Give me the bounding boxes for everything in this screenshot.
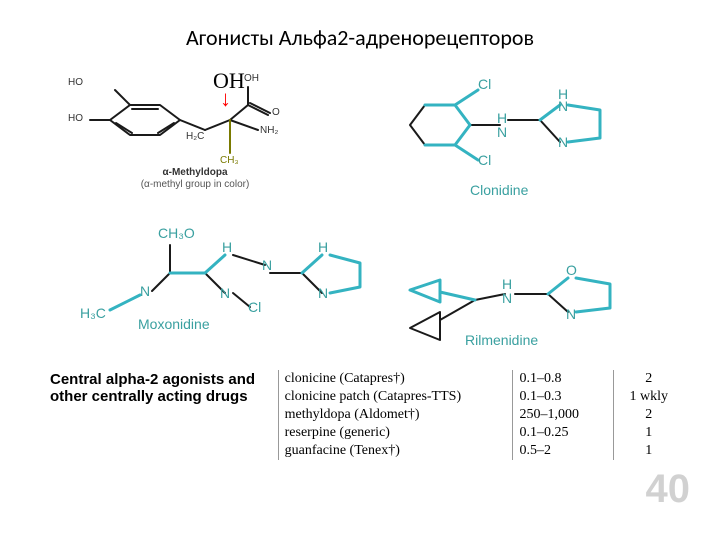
clon-n1: N bbox=[497, 124, 507, 140]
nh2-label: NH₂ bbox=[260, 125, 278, 137]
ch2-label: H₂C bbox=[186, 131, 204, 143]
drug-dose: 0.1–0.25 bbox=[513, 424, 613, 442]
moxonidine-label: Moxonidine bbox=[138, 316, 210, 332]
ril-n2: N bbox=[566, 306, 576, 322]
ho-label-2: HO bbox=[68, 113, 83, 125]
mox-ch3o: CH₃O bbox=[158, 225, 195, 241]
drug-name: reserpine (generic) bbox=[278, 424, 513, 442]
drug-freq: 1 wkly bbox=[613, 388, 684, 406]
mox-n4: N bbox=[318, 285, 328, 301]
drug-dose: 250–1,000 bbox=[513, 406, 613, 424]
drug-table: Central alpha-2 agonists and other centr… bbox=[44, 370, 684, 460]
drug-group: Central alpha-2 agonists and other centr… bbox=[44, 370, 278, 460]
methyldopa-name: α-Methyldopa bbox=[162, 167, 227, 178]
ril-n1: N bbox=[502, 290, 512, 306]
clon-n2: N bbox=[558, 98, 568, 114]
drug-name: clonicine (Catapres†) bbox=[278, 370, 513, 388]
mox-cl: Cl bbox=[248, 299, 261, 315]
ril-o: O bbox=[566, 262, 577, 278]
drug-name: guanfacine (Tenex†) bbox=[278, 442, 513, 460]
clon-cl1: Cl bbox=[478, 76, 491, 92]
mox-h3c: H₃C bbox=[80, 305, 106, 321]
mox-n3: N bbox=[262, 257, 272, 273]
drug-name: methyldopa (Aldomet†) bbox=[278, 406, 513, 424]
drug-dose: 0.5–2 bbox=[513, 442, 613, 460]
methyldopa-sub: (α-methyl group in color) bbox=[141, 179, 250, 190]
drug-dose: 0.1–0.3 bbox=[513, 388, 613, 406]
rilmenidine-label: Rilmenidine bbox=[465, 332, 538, 348]
clon-n3: N bbox=[558, 134, 568, 150]
clonidine-label: Clonidine bbox=[470, 182, 528, 198]
table-row: Central alpha-2 agonists and other centr… bbox=[44, 370, 684, 388]
drug-freq: 2 bbox=[613, 406, 684, 424]
ho-label-1: HO bbox=[68, 77, 83, 89]
methyldopa-caption: α-Methyldopa (α-methyl group in color) bbox=[120, 167, 270, 191]
drug-freq: 1 bbox=[613, 442, 684, 460]
o-dbl: O bbox=[272, 107, 280, 119]
page-number: 40 bbox=[646, 467, 691, 512]
drug-name: clonicine patch (Catapres-TTS) bbox=[278, 388, 513, 406]
slide-title: Агонисты Альфа2-адренорецепторов bbox=[0, 24, 720, 51]
clonidine-structure: Cl Cl H N H N N bbox=[400, 70, 630, 190]
drug-dose: 0.1–0.8 bbox=[513, 370, 613, 388]
mox-n2: N bbox=[220, 285, 230, 301]
mox-h1: H bbox=[222, 239, 232, 255]
moxonidine-structure: CH₃O H₃C N N H Cl N H N bbox=[70, 225, 370, 345]
clon-cl2: Cl bbox=[478, 152, 491, 168]
ch3-label: CH₃ bbox=[220, 155, 239, 167]
mox-h2: H bbox=[318, 239, 328, 255]
oh-small: OH bbox=[244, 73, 259, 85]
drug-freq: 2 bbox=[613, 370, 684, 388]
drug-freq: 1 bbox=[613, 424, 684, 442]
mox-n1: N bbox=[140, 283, 150, 299]
